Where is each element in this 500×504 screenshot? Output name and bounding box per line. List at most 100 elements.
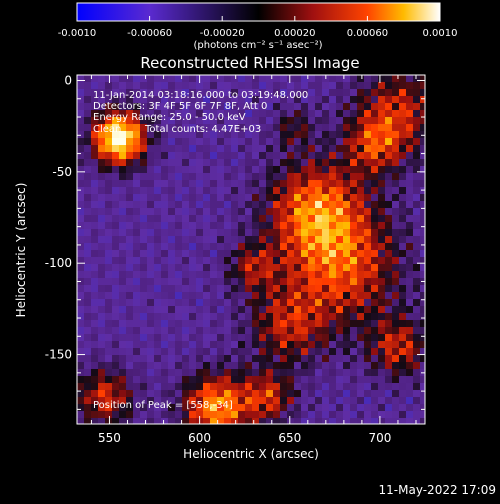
heatmap-cell	[245, 166, 253, 174]
heatmap-cell	[294, 103, 302, 111]
heatmap-cell	[252, 327, 260, 335]
heatmap-cell	[406, 369, 414, 377]
heatmap-cell	[175, 292, 183, 300]
heatmap-cell	[273, 82, 281, 90]
heatmap-cell	[147, 187, 155, 195]
heatmap-cell	[287, 285, 295, 293]
heatmap-cell	[301, 334, 309, 342]
heatmap-cell	[336, 355, 344, 363]
heatmap-cell	[294, 145, 302, 153]
heatmap-cell	[168, 96, 176, 104]
heatmap-cell	[280, 159, 288, 167]
heatmap-cell	[168, 299, 176, 307]
heatmap-cell	[322, 229, 330, 237]
heatmap-cell	[385, 110, 393, 118]
heatmap-cell	[350, 369, 358, 377]
heatmap-cell	[280, 278, 288, 286]
heatmap-cell	[273, 215, 281, 223]
heatmap-cell	[175, 383, 183, 391]
heatmap-cell	[266, 243, 274, 251]
heatmap-cell	[266, 341, 274, 349]
heatmap-cell	[266, 369, 274, 377]
heatmap-cell	[231, 180, 239, 188]
heatmap-cell	[364, 341, 372, 349]
heatmap-cell	[161, 222, 169, 230]
heatmap-cell	[301, 404, 309, 412]
heatmap-cell	[119, 229, 127, 237]
heatmap-cell	[336, 194, 344, 202]
heatmap-cell	[294, 383, 302, 391]
heatmap-cell	[259, 306, 267, 314]
heatmap-cell	[371, 187, 379, 195]
heatmap-cell	[266, 75, 274, 83]
heatmap-cell	[371, 152, 379, 160]
heatmap-cell	[182, 215, 190, 223]
heatmap-cell	[378, 341, 386, 349]
heatmap-cell	[378, 173, 386, 181]
heatmap-cell	[322, 285, 330, 293]
heatmap-cell	[168, 418, 176, 424]
heatmap-cell	[203, 236, 211, 244]
heatmap-cell	[77, 243, 85, 251]
heatmap-cell	[182, 124, 190, 132]
heatmap-cell	[392, 271, 400, 279]
heatmap-cell	[350, 110, 358, 118]
heatmap-cell	[91, 271, 99, 279]
heatmap-cell	[84, 215, 92, 223]
heatmap-cell	[259, 117, 267, 125]
heatmap-cell	[280, 404, 288, 412]
heatmap-cell	[273, 96, 281, 104]
heatmap-cell	[231, 124, 239, 132]
heatmap-cell	[273, 180, 281, 188]
heatmap-cell	[301, 159, 309, 167]
heatmap-cell	[203, 376, 211, 384]
heatmap-cell	[105, 229, 113, 237]
heatmap-cell	[210, 222, 218, 230]
heatmap-cell	[399, 82, 407, 90]
heatmap-cell	[329, 327, 337, 335]
heatmap-cell	[224, 397, 232, 405]
heatmap-cell	[112, 320, 120, 328]
heatmap-cell	[203, 348, 211, 356]
heatmap-cell	[287, 82, 295, 90]
heatmap-cell	[154, 397, 162, 405]
heatmap-cell	[364, 166, 372, 174]
heatmap-cell	[357, 131, 365, 139]
heatmap-cell	[189, 285, 197, 293]
heatmap-cell	[84, 383, 92, 391]
heatmap-cell	[364, 383, 372, 391]
heatmap-cell	[147, 404, 155, 412]
heatmap-cell	[259, 159, 267, 167]
heatmap-cell	[287, 145, 295, 153]
heatmap-cell	[154, 285, 162, 293]
y-tick-label: -150	[45, 348, 72, 362]
heatmap-cell	[224, 243, 232, 251]
heatmap-cell	[140, 306, 148, 314]
heatmap-cell	[196, 327, 204, 335]
heatmap-cell	[238, 390, 246, 398]
heatmap-cell	[308, 110, 316, 118]
heatmap-cell	[182, 355, 190, 363]
heatmap-cell	[217, 222, 225, 230]
heatmap-cell	[406, 159, 414, 167]
heatmap-cell	[119, 138, 127, 146]
heatmap-cell	[413, 75, 421, 83]
heatmap-cell	[203, 243, 211, 251]
heatmap-cell	[378, 257, 386, 265]
heatmap-cell	[294, 348, 302, 356]
heatmap-cell	[126, 299, 134, 307]
heatmap-cell	[217, 271, 225, 279]
heatmap-cell	[133, 124, 141, 132]
heatmap-cell	[301, 187, 309, 195]
heatmap-cell	[266, 292, 274, 300]
heatmap-cell	[266, 180, 274, 188]
heatmap-cell	[315, 327, 323, 335]
heatmap-cell	[413, 299, 421, 307]
heatmap-cell	[322, 299, 330, 307]
heatmap-cell	[140, 257, 148, 265]
heatmap-cell	[273, 243, 281, 251]
heatmap-cell	[371, 362, 379, 370]
heatmap-cell	[154, 243, 162, 251]
heatmap-cell	[133, 355, 141, 363]
heatmap-cell	[294, 194, 302, 202]
